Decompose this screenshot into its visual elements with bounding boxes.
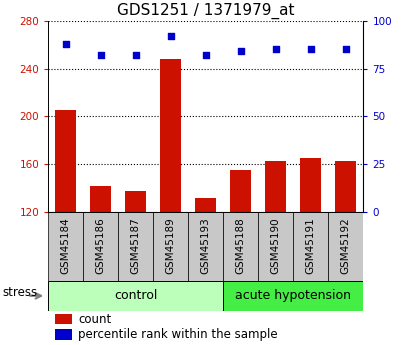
Point	[237, 49, 244, 54]
Bar	[335, 161, 356, 212]
Point	[202, 52, 209, 58]
Bar	[160, 59, 181, 212]
Text: GSM45188: GSM45188	[236, 218, 246, 274]
Bar	[293, 212, 328, 281]
Bar	[55, 329, 72, 340]
Text: GSM45187: GSM45187	[131, 218, 141, 274]
Bar	[195, 198, 216, 212]
Text: GSM45184: GSM45184	[61, 218, 71, 274]
Point	[63, 41, 69, 47]
Point	[97, 52, 104, 58]
Point	[168, 33, 174, 39]
Bar	[118, 212, 153, 281]
Bar	[48, 281, 223, 310]
Point	[273, 47, 279, 52]
Bar	[83, 212, 118, 281]
Text: stress: stress	[2, 286, 37, 299]
Text: GSM45192: GSM45192	[341, 218, 351, 274]
Bar	[328, 212, 363, 281]
Text: GSM45191: GSM45191	[306, 218, 316, 274]
Bar	[48, 212, 83, 281]
Bar	[90, 186, 111, 212]
Point	[132, 52, 139, 58]
Bar	[230, 170, 251, 212]
Text: GSM45190: GSM45190	[271, 218, 281, 274]
Text: GSM45189: GSM45189	[166, 218, 176, 274]
Bar	[188, 212, 223, 281]
Point	[342, 47, 349, 52]
Bar	[55, 314, 72, 324]
Text: percentile rank within the sample: percentile rank within the sample	[78, 328, 278, 341]
Point	[307, 47, 314, 52]
Bar	[300, 158, 321, 212]
Bar	[55, 110, 76, 212]
Text: GSM45186: GSM45186	[96, 218, 106, 274]
Bar	[125, 191, 146, 212]
Text: count: count	[78, 313, 111, 326]
Bar	[223, 281, 363, 310]
Bar	[258, 212, 293, 281]
Text: GSM45193: GSM45193	[201, 218, 211, 274]
Text: acute hypotension: acute hypotension	[235, 289, 351, 302]
Bar	[153, 212, 188, 281]
Text: control: control	[114, 289, 158, 302]
Bar	[265, 161, 286, 212]
Title: GDS1251 / 1371979_at: GDS1251 / 1371979_at	[117, 3, 294, 19]
Bar	[223, 212, 258, 281]
